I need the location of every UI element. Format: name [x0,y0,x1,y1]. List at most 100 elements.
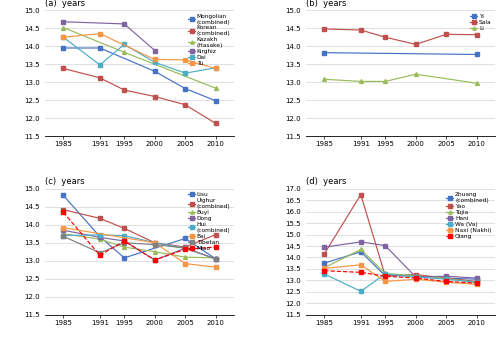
Text: (a)  years: (a) years [45,0,85,8]
Hui
(combined) [60,234,66,238]
Legend: Mongolian
(combined), Korean
(combined), Kazakh
(Hasake), Kirghiz, Dai, Tu: Mongolian (combined), Korean (combined),… [188,13,231,66]
Miao [182,247,188,251]
Tujia [382,272,388,276]
Buyi [152,250,158,254]
Line: Korean
(combined): Korean (combined) [62,67,218,126]
Korean
(combined) [182,103,188,107]
Naxi (Nakhi) [321,266,327,271]
Line: Lisu: Lisu [62,193,218,261]
Hui
(combined) [152,241,158,245]
Text: (c)  years: (c) years [45,177,84,186]
Korean
(combined) [97,76,103,80]
Qiang [412,276,418,280]
Yao [412,273,418,277]
Yao [382,274,388,278]
Uighur
(combined) [213,233,219,237]
Dong [182,246,188,250]
Hani [443,274,449,278]
Mongolian
(combined) [60,46,66,50]
Naxi (Nakhi) [474,282,480,287]
Mongolian
(combined) [152,69,158,74]
Line: Kirghiz: Kirghiz [62,20,156,52]
Tu [152,57,158,62]
Hui
(combined) [122,234,128,238]
Zhuang
(combined) [474,277,480,281]
Hani [382,244,388,248]
Yao [358,193,364,197]
Hani [412,275,418,279]
Qiang [443,279,449,284]
Tujia [443,276,449,280]
Line: Dai: Dai [62,35,218,75]
Sala [358,28,364,32]
Tibetan [182,246,188,250]
Tujia [474,280,480,285]
Zhuang
(combined) [443,276,449,280]
Line: Hui
(combined): Hui (combined) [62,233,187,250]
Buyi [60,232,66,236]
Legend: Yi, Sala, Li: Yi, Sala, Li [470,13,492,31]
Line: Hani: Hani [322,240,478,280]
Legend: Zhuang
(combined), Yao, Tujia, Hani, Wa (Va), Naxi (Nakhi), Qiang: Zhuang (combined), Yao, Tujia, Hani, Wa … [446,192,492,239]
Uighur
(combined) [60,208,66,212]
Li [474,81,480,85]
Line: Tujia: Tujia [322,248,478,285]
Buyi [182,255,188,259]
Dong [97,235,103,239]
Uighur
(combined) [122,226,128,231]
Korean
(combined) [60,66,66,70]
Qiang [321,269,327,273]
Legend: Lisu, Uighur
(combined), Buyi, Dong, Hui
(combined), Bai, Tibetan, Miao: Lisu, Uighur (combined), Buyi, Dong, Hui… [188,192,231,251]
Bai [60,226,66,230]
Wa (Va) [358,289,364,293]
Korean
(combined) [122,88,128,92]
Zhuang
(combined) [412,274,418,278]
Line: Qiang: Qiang [322,269,478,285]
Yao [321,252,327,256]
Naxi (Nakhi) [358,263,364,267]
Wa (Va) [321,272,327,276]
Zhuang
(combined) [358,250,364,254]
Tujia [321,266,327,270]
Line: Zhuang
(combined): Zhuang (combined) [322,250,478,281]
Dong [122,239,128,243]
Line: Kazakh
(Hasake): Kazakh (Hasake) [62,26,218,90]
Line: Buyi: Buyi [62,232,218,260]
Sala [321,27,327,31]
Buyi [122,245,128,249]
Hani [321,245,327,249]
Zhuang
(combined) [382,274,388,278]
Naxi (Nakhi) [443,280,449,284]
Tibetan [97,251,103,255]
Tu [97,31,103,36]
Bai [213,265,219,269]
Buyi [213,256,219,260]
Hani [358,240,364,244]
Dai [182,71,188,75]
Tibetan [213,257,219,261]
Li [412,72,418,76]
Tujia [412,274,418,278]
Dong [60,228,66,232]
Lisu [182,236,188,240]
Kirghiz [122,22,128,26]
Lisu [97,235,103,239]
Line: Li: Li [322,72,478,85]
Text: (b)  years: (b) years [306,0,346,8]
Li [382,79,388,83]
Line: Dong: Dong [62,228,218,262]
Line: Sala: Sala [322,27,478,47]
Tibetan [60,234,66,238]
Korean
(combined) [213,121,219,126]
Hui
(combined) [97,233,103,237]
Uighur
(combined) [97,216,103,220]
Qiang [474,281,480,285]
Miao [122,239,128,243]
Uighur
(combined) [152,241,158,245]
Dai [152,60,158,64]
Naxi (Nakhi) [382,279,388,284]
Yao [443,276,449,280]
Kazakh
(Hasake) [213,86,219,90]
Uighur
(combined) [182,245,188,249]
Miao [213,245,219,249]
